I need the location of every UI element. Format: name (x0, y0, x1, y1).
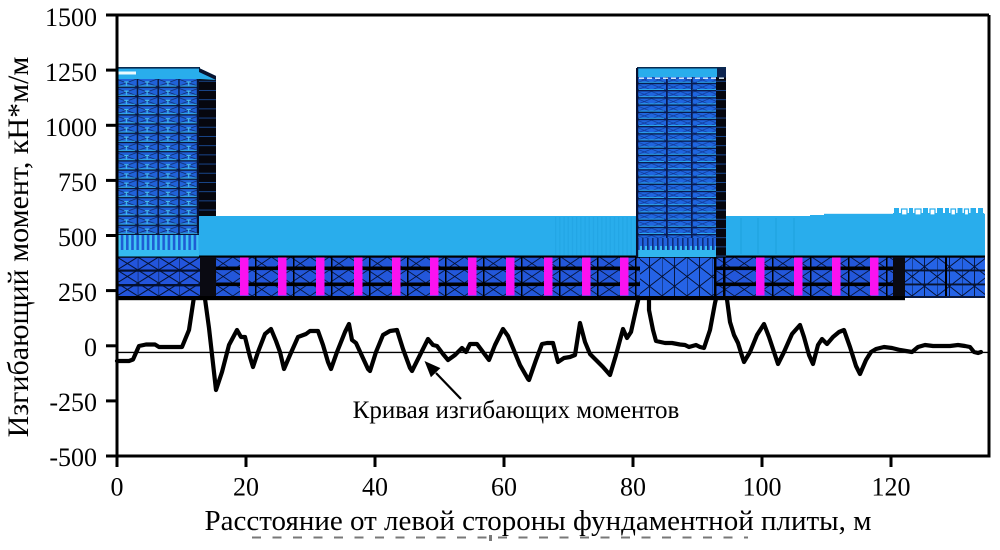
svg-text:1250: 1250 (45, 58, 97, 87)
svg-text:60: 60 (491, 473, 517, 502)
svg-text:120: 120 (872, 473, 911, 502)
svg-text:1000: 1000 (45, 113, 97, 142)
svg-text:0: 0 (111, 473, 124, 502)
svg-text:0: 0 (84, 333, 97, 362)
svg-text:Изгибающий момент, кН*м/м: Изгибающий момент, кН*м/м (2, 57, 35, 438)
svg-text:750: 750 (58, 168, 97, 197)
svg-text:20: 20 (233, 473, 259, 502)
svg-text:250: 250 (58, 278, 97, 307)
svg-text:500: 500 (58, 223, 97, 252)
svg-text:-250: -250 (49, 388, 97, 417)
svg-text:Расстояние от левой стороны фу: Расстояние от левой стороны фундаментной… (205, 505, 872, 537)
svg-text:40: 40 (362, 473, 388, 502)
svg-text:-500: -500 (49, 443, 97, 472)
svg-text:100: 100 (743, 473, 782, 502)
svg-text:Кривая изгибающих моментов: Кривая изгибающих моментов (353, 397, 680, 424)
svg-text:1500: 1500 (45, 3, 97, 32)
svg-text:80: 80 (620, 473, 646, 502)
